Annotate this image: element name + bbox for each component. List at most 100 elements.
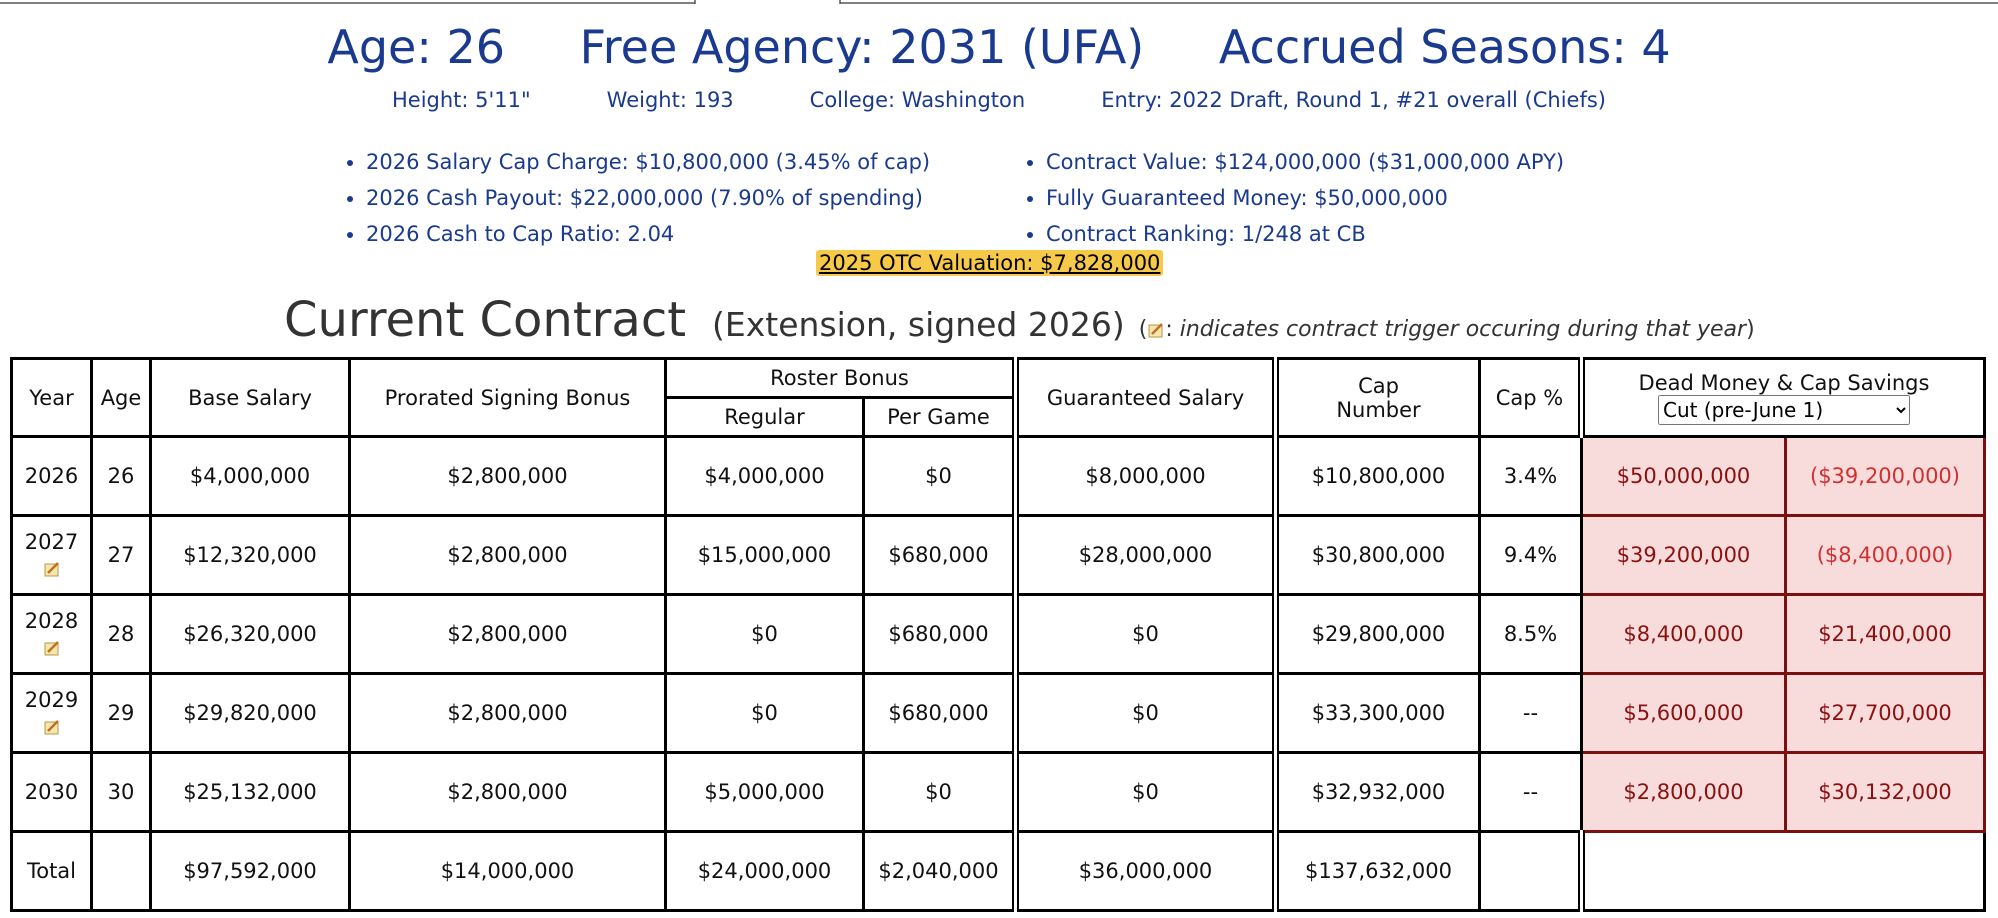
valuation[interactable]: 2025 OTC Valuation: $7,828,000 [816, 250, 1164, 276]
cell-text: $10,800,000 [1311, 464, 1446, 488]
cell: $0 [1012, 593, 1277, 675]
cell: $14,000,000 [348, 830, 667, 912]
cell: $33,300,000 [1272, 672, 1481, 754]
dead-money-empty [1578, 830, 1986, 912]
cell-text: $33,300,000 [1311, 701, 1446, 725]
cell: 27 [90, 514, 152, 596]
cell: 2029 [10, 672, 93, 754]
detail: Entry: 2022 Draft, Round 1, #21 overall … [1101, 88, 1606, 112]
cell-text: $0 [925, 780, 952, 804]
trigger [13, 713, 90, 739]
cell-text: $30,800,000 [1311, 543, 1446, 567]
cell-text: -- [1522, 701, 1539, 725]
cell: 28 [90, 593, 152, 675]
note-close: ) [1746, 317, 1755, 342]
cell-text: $4,000,000 [189, 464, 311, 488]
free-agency: Free Agency: 2031 (UFA) [579, 20, 1145, 74]
cell-text: $2,800,000 [1623, 780, 1744, 804]
cell: $2,800,000 [348, 593, 667, 675]
cell-text: $0 [751, 622, 778, 646]
cell-text: $12,320,000 [183, 543, 317, 567]
cell-text: $680,000 [888, 622, 989, 646]
cell-text: 2028 [24, 609, 79, 633]
cell: $27,700,000 [1784, 672, 1986, 754]
cell-text: 28 [107, 622, 135, 646]
detail: College: Washington [809, 88, 1026, 112]
cell-text: 26 [107, 464, 135, 488]
cell-text: $29,820,000 [183, 701, 317, 725]
cell-text: $2,040,000 [878, 859, 999, 883]
cell-text: $5,000,000 [704, 780, 825, 804]
cell-text: $2,800,000 [447, 622, 568, 646]
table-row: 2030 30 $25,132,000 $2,800,000 $5,000,000 $0 $… [10, 751, 1986, 833]
cell-text: $29,800,000 [1311, 622, 1446, 646]
cell-text: $0 [1132, 701, 1159, 725]
cell-text: $2,800,000 [447, 543, 568, 567]
detail: Height: 5'11" [391, 88, 531, 112]
cell: $0 [664, 672, 865, 754]
cell: $29,800,000 [1272, 593, 1481, 675]
cell: $680,000 [862, 593, 1017, 675]
cell: -- [1478, 672, 1583, 754]
cell-text: $21,400,000 [1818, 622, 1952, 646]
cell-text: -- [1522, 780, 1539, 804]
cell-text: 2027 [24, 530, 79, 554]
player-stats: Age: 26 Free Agency: 2031 (UFA) Accrued … [0, 20, 1998, 74]
cell: $28,000,000 [1012, 514, 1277, 596]
header-guaranteed: Guaranteed Salary [1012, 357, 1277, 438]
bullet: 2026 Cash to Cap Ratio: 2.04 [366, 216, 930, 252]
header-base: Base Salary [149, 357, 351, 438]
cell: $32,932,000 [1272, 751, 1481, 833]
cell-text: 2026 [24, 464, 79, 488]
header-age: Age [90, 357, 152, 438]
cell: 8.5% [1478, 593, 1583, 675]
trigger-icon [1148, 323, 1164, 338]
header-roster-bonus: Roster Bonus [664, 357, 1017, 399]
cell: $4,000,000 [664, 435, 865, 517]
contract-table: Year Age Base Salary Prorated Signing Bo… [10, 357, 1986, 912]
cell-text: Total [26, 859, 77, 883]
cell: $50,000,000 [1580, 435, 1787, 517]
cell: $0 [862, 751, 1017, 833]
table-row: 2028 28 $26,320,000 $2,800,000 $0 $680,000 $0 $… [10, 593, 1986, 675]
bullet: Fully Guaranteed Money: $50,000,000 [1046, 180, 1564, 216]
cell-text: 27 [107, 543, 135, 567]
cell-text: $50,000,000 [1616, 464, 1751, 488]
cell-text: $27,700,000 [1818, 701, 1952, 725]
cell: $0 [1012, 672, 1277, 754]
cell-text: $0 [1132, 622, 1159, 646]
cell: $26,320,000 [149, 593, 351, 675]
bullets-left: 2026 Salary Cap Charge: $10,800,000 (3.4… [340, 144, 930, 252]
cell: $30,800,000 [1272, 514, 1481, 596]
tab-strip [0, 0, 1998, 4]
cell: $137,632,000 [1272, 830, 1481, 912]
accrued-seasons: Accrued Seasons: 4 [1218, 20, 1671, 74]
header-year: Year [10, 357, 93, 438]
cell-text: 30 [107, 780, 135, 804]
table-row: Total $97,592,000 $14,000,000 $24,000,000 $2… [10, 830, 1986, 912]
cell: $0 [664, 593, 865, 675]
cell: $8,000,000 [1012, 435, 1277, 517]
cell-text: $2,800,000 [447, 701, 568, 725]
cell: $680,000 [862, 672, 1017, 754]
header-cap-pct: Cap % [1478, 357, 1583, 438]
contract-subtitle: (Extension, signed 2026) [712, 305, 1125, 344]
cell-text: ($8,400,000) [1816, 543, 1954, 567]
cell: $2,800,000 [348, 435, 667, 517]
cell: $2,040,000 [862, 830, 1017, 912]
cell: 2026 [10, 435, 93, 517]
cell-text: $32,932,000 [1311, 780, 1446, 804]
trigger-icon [44, 562, 59, 577]
cell-text: $36,000,000 [1078, 859, 1213, 883]
header-cap-number: Cap Number [1272, 357, 1481, 438]
cell-text: $5,600,000 [1623, 701, 1744, 725]
contract-heading: Current Contract (Extension, signed 2026)… [284, 292, 1755, 348]
cell-text: $680,000 [888, 701, 989, 725]
cell: $5,600,000 [1580, 672, 1787, 754]
cell: 29 [90, 672, 152, 754]
cell-text: $39,200,000 [1616, 543, 1751, 567]
cell: 30 [90, 751, 152, 833]
cell-text: $0 [1132, 780, 1159, 804]
cut-select[interactable]: Cut (pre-June 1) [1658, 394, 1910, 425]
